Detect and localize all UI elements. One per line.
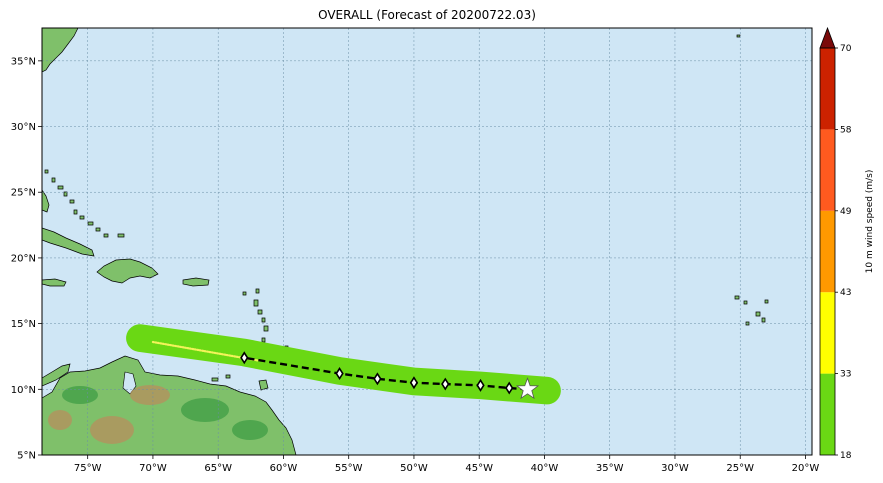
cuba-island <box>42 227 95 257</box>
longitude-tick-label: 50°W <box>400 463 428 474</box>
latitude-tick-label: 20°N <box>11 253 36 264</box>
cape-verde-islands <box>734 34 769 326</box>
longitude-tick-label: 75°W <box>74 463 102 474</box>
longitude-ticks: 75°W 70°W 65°W 60°W 55°W 50°W 45°W 40°W 35°W 30°W… <box>74 455 820 474</box>
longitude-tick-label: 20°W <box>792 463 820 474</box>
colorbar-segment <box>820 210 835 293</box>
terrain-relief <box>90 416 134 444</box>
latitude-tick-label: 35°N <box>11 56 36 67</box>
bahamas-islands <box>44 169 125 238</box>
longitude-tick-label: 60°W <box>270 463 298 474</box>
colorbar-segment <box>820 48 835 130</box>
longitude-tick-label: 30°W <box>661 463 689 474</box>
map-frame <box>41 27 813 456</box>
latitude-ticks: 5°N 10°N 15°N 20°N 25°N 30°N 35°N <box>11 56 42 462</box>
colorbar-tick-label: 49 <box>840 207 852 217</box>
forecast-point-marker <box>373 372 382 386</box>
figure-title: OVERALL (Forecast of 20200722.03) <box>318 8 536 22</box>
longitude-tick-label: 70°W <box>139 463 167 474</box>
longitude-tick-label: 40°W <box>531 463 559 474</box>
terrain-relief <box>181 398 229 422</box>
colorbar-tick-label: 70 <box>840 44 852 54</box>
swath-high-wind-streak <box>151 340 259 362</box>
terrain-relief <box>232 420 268 440</box>
track-line <box>244 356 528 391</box>
longitude-tick-label: 35°W <box>596 463 624 474</box>
colorbar-tick-label: 33 <box>840 370 851 380</box>
colorbar-label: 10 m wind speed (m/s) <box>865 170 875 274</box>
colombia-north-landmass <box>42 363 71 387</box>
forecast-point-marker <box>409 376 419 390</box>
latitude-tick-label: 5°N <box>17 451 36 462</box>
colorbar-tick-label: 43 <box>840 288 851 298</box>
wind-speed-colorbar: 18 33 43 49 58 70 10 m wind speed (m/s) <box>819 26 875 461</box>
forecast-point-marker <box>476 378 485 392</box>
forecast-point-marker <box>240 351 249 365</box>
forecast-point-marker <box>335 367 344 381</box>
colorbar-tick-label: 58 <box>840 125 852 135</box>
jamaica-island <box>42 278 67 287</box>
colorbar-extend-triangle <box>819 26 836 49</box>
forecast-point-marker <box>441 377 450 391</box>
land-layer <box>42 28 769 455</box>
puerto-rico-island <box>182 277 210 287</box>
terrain-relief <box>48 410 72 430</box>
hispaniola-island <box>96 258 159 284</box>
colorbar-segment <box>820 129 835 211</box>
colorbar-segment <box>820 292 835 374</box>
longitude-tick-label: 45°W <box>465 463 493 474</box>
terrain-relief <box>62 386 98 404</box>
longitude-tick-label: 65°W <box>204 463 232 474</box>
colorbar-tick-label: 18 <box>840 451 852 461</box>
latitude-tick-label: 30°N <box>11 122 36 133</box>
forecast-point-marker <box>505 381 514 395</box>
forecast-track <box>240 351 540 400</box>
latitude-tick-label: 25°N <box>11 188 36 199</box>
longitude-tick-label: 55°W <box>335 463 363 474</box>
florida-peninsula <box>42 189 50 213</box>
colorbar-frame <box>819 47 836 456</box>
latitude-tick-label: 15°N <box>11 319 36 330</box>
terrain-relief <box>130 385 170 405</box>
colorbar-segment <box>820 373 835 455</box>
trinidad-island <box>258 379 269 391</box>
current-position-star-icon <box>515 377 540 400</box>
longitude-tick-label: 25°W <box>726 463 754 474</box>
latitude-tick-label: 10°N <box>11 385 36 396</box>
